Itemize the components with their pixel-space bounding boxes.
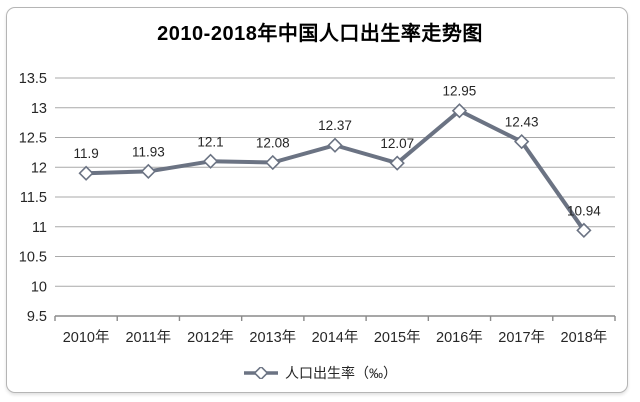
y-tick-label: 11 — [32, 220, 47, 236]
legend-label: 人口出生率（‰） — [285, 365, 397, 381]
x-tick-label: 2013年 — [249, 329, 296, 346]
data-point-marker — [451, 103, 468, 119]
data-point-marker — [327, 137, 343, 153]
y-tick-label: 10.5 — [19, 250, 47, 266]
x-tick-label: 2014年 — [312, 329, 359, 346]
x-tick-label: 2017年 — [498, 329, 545, 346]
y-tick-label: 13 — [31, 101, 47, 117]
chart-frame — [6, 7, 628, 393]
data-point-marker — [576, 222, 592, 238]
data-point-label: 12.95 — [443, 84, 477, 99]
y-tick-label: 12.5 — [19, 131, 47, 147]
data-point-label: 11.93 — [132, 144, 165, 159]
x-tick-label: 2011年 — [125, 329, 171, 346]
y-tick-label: 12 — [31, 160, 47, 176]
data-point-marker — [265, 154, 281, 171]
data-point-label: 12.1 — [197, 134, 223, 149]
y-tick-label: 10 — [31, 279, 47, 295]
x-tick-label: 2010年 — [63, 329, 110, 346]
y-tick-label: 13.5 — [19, 71, 47, 87]
data-point-label: 11.9 — [73, 146, 98, 161]
data-point-label: 10.94 — [567, 203, 601, 218]
chart-title: 2010-2018年中国人口出生率走势图 — [157, 23, 483, 45]
legend: 人口出生率（‰） — [0, 363, 640, 383]
data-point-marker — [202, 153, 219, 169]
data-point-label: 12.37 — [318, 118, 352, 133]
data-point-label: 12.07 — [380, 136, 414, 151]
x-tick-label: 2015年 — [374, 329, 421, 346]
x-tick-label: 2016年 — [436, 329, 483, 346]
legend-line-diamond-icon — [244, 367, 278, 379]
y-tick-label: 9.5 — [27, 309, 47, 325]
x-tick-label: 2012年 — [187, 329, 234, 346]
data-point-marker — [140, 163, 156, 180]
y-tick-label: 11.5 — [20, 190, 47, 206]
x-tick-label: 2018年 — [561, 329, 608, 346]
data-point-marker — [389, 155, 405, 171]
data-point-marker — [514, 134, 530, 150]
data-point-marker — [78, 165, 94, 181]
data-point-label: 12.43 — [505, 115, 539, 130]
data-point-label: 12.08 — [256, 135, 290, 150]
